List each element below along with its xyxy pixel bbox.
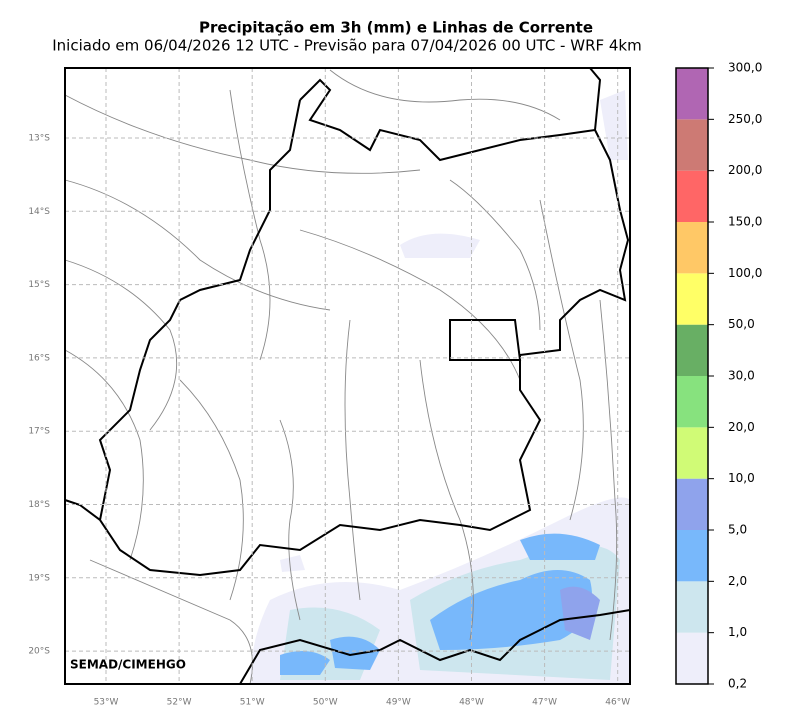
lon-label: 48°W	[459, 698, 484, 708]
lat-label: 15°S	[28, 280, 50, 290]
title: Precipitação em 3h (mm) e Linhas de Corr…	[199, 19, 593, 37]
subtitle: Iniciado em 06/04/2026 12 UTC - Previsão…	[52, 37, 641, 55]
lon-label: 51°W	[240, 698, 265, 708]
colorbar-segment	[676, 530, 708, 582]
colorbar-label: 150,0	[728, 215, 762, 229]
lat-label: 14°S	[28, 207, 50, 217]
colorbar-segment	[676, 68, 708, 120]
colorbar-segment	[676, 478, 708, 530]
colorbar-label: 300,0	[728, 61, 762, 75]
colorbar-segment	[676, 581, 708, 633]
colorbar-label: 50,0	[728, 317, 755, 331]
colorbar-label: 10,0	[728, 471, 755, 485]
lon-label: 46°W	[605, 698, 630, 708]
colorbar-label: 30,0	[728, 369, 755, 383]
state-borders	[64, 67, 631, 685]
lon-label: 50°W	[313, 698, 338, 708]
lat-label: 19°S	[28, 573, 50, 583]
lat-label: 13°S	[28, 134, 50, 144]
map-frame	[64, 67, 631, 685]
lon-label: 47°W	[532, 698, 557, 708]
credit: SEMAD/CIMEHGO	[70, 658, 186, 672]
colorbar-segment	[676, 273, 708, 325]
colorbar-label: 20,0	[728, 420, 755, 434]
map: SEMAD/CIMEHGO	[64, 67, 631, 685]
lon-label: 52°W	[167, 698, 192, 708]
colorbar: 0,2 1,0 2,0 5,0 10,0 20,0 30,0 50,0 100,0 150,0 20…	[675, 61, 762, 691]
lon-label: 53°W	[94, 698, 119, 708]
colorbar-label: 5,0	[728, 523, 747, 537]
colorbar-label: 200,0	[728, 163, 762, 177]
colorbar-label: 100,0	[728, 266, 762, 280]
colorbar-label: 250,0	[728, 112, 762, 126]
graticule	[65, 68, 630, 684]
colorbar-segment	[676, 376, 708, 428]
lat-label: 17°S	[28, 427, 50, 437]
colorbar-label: 2,0	[728, 574, 747, 588]
colorbar-label: 1,0	[728, 625, 747, 639]
colorbar-segment	[676, 427, 708, 479]
lon-label: 49°W	[386, 698, 411, 708]
colorbar-segment	[676, 632, 708, 684]
lat-label: 20°S	[28, 647, 50, 657]
streamlines	[64, 69, 618, 685]
colorbar-segment	[676, 119, 708, 171]
colorbar-segment	[676, 324, 708, 376]
colorbar-segment	[676, 222, 708, 274]
colorbar-segment	[676, 170, 708, 222]
lat-label: 16°S	[28, 353, 50, 363]
colorbar-label: 0,2	[728, 677, 747, 691]
lat-label: 18°S	[28, 500, 50, 510]
